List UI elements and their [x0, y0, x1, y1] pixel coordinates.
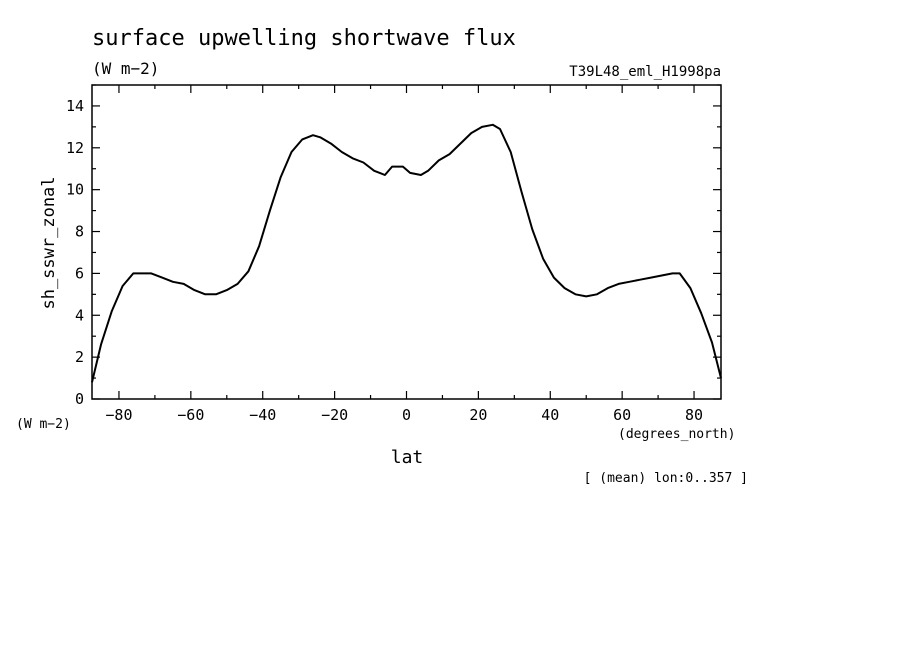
x-axis-title: lat: [391, 447, 424, 468]
x-tick-label: −80: [105, 406, 132, 424]
x-tick-label: 0: [402, 406, 411, 424]
plot-frame: [91, 84, 722, 400]
x-ticks: −80 −60 −40 −20 0 20 40 60 80: [105, 85, 703, 424]
x-tick-label: −40: [249, 406, 276, 424]
x-tick-label: 40: [541, 406, 559, 424]
units-label: (W m−2): [92, 59, 159, 78]
run-label: T39L48_eml_H1998pa: [569, 64, 721, 80]
y-tick-label: 8: [75, 223, 84, 241]
y-axis-title: sh_sswr_zonal: [39, 176, 59, 309]
series-line-0: [91, 123, 722, 383]
x-tick-label: 80: [685, 406, 703, 424]
y-units-label: (W m−2): [16, 417, 71, 432]
y-tick-label: 12: [66, 139, 84, 157]
x-tick-label: 20: [469, 406, 487, 424]
y-ticks: 0 2 4 6 8 10 12 14: [66, 84, 721, 408]
series-group: [91, 123, 722, 383]
y-tick-label: 0: [75, 390, 84, 408]
y-tick-label: 10: [66, 181, 84, 199]
x-tick-label: −60: [177, 406, 204, 424]
y-tick-label: 6: [75, 264, 84, 282]
x-tick-label: 60: [613, 406, 631, 424]
footnote: [ (mean) lon:0..357 ]: [584, 471, 748, 486]
chart-title: surface upwelling shortwave flux: [92, 26, 516, 51]
y-tick-label: 2: [75, 348, 84, 366]
x-tick-label: −20: [321, 406, 348, 424]
y-tick-label: 14: [66, 97, 84, 115]
y-tick-label: 4: [75, 306, 84, 324]
x-units-label: (degrees_north): [618, 427, 735, 442]
